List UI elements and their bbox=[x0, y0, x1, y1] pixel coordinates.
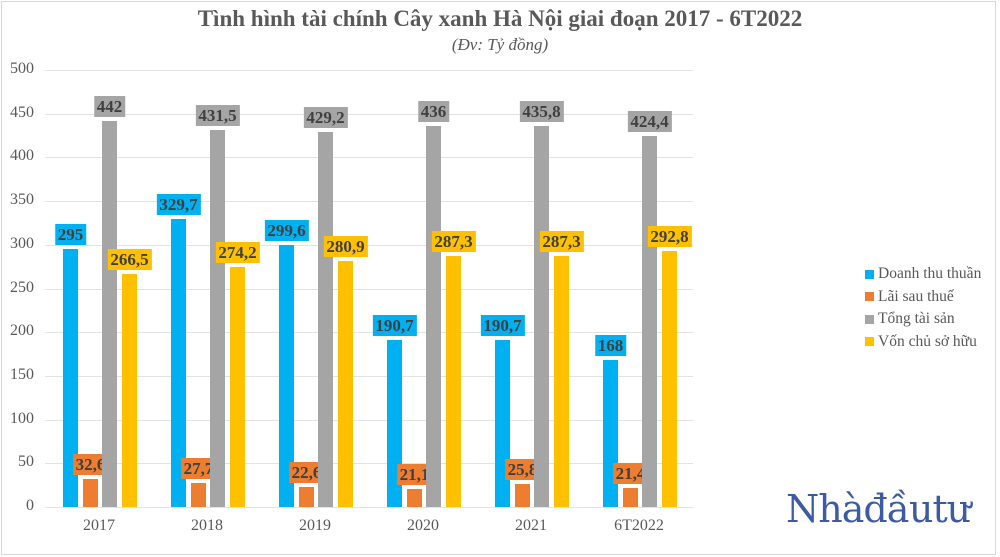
data-label: 22,6 bbox=[288, 462, 325, 484]
legend-swatch-icon bbox=[865, 314, 874, 324]
bar[interactable] bbox=[83, 478, 98, 507]
gridline bbox=[45, 244, 693, 246]
bar[interactable] bbox=[534, 126, 549, 507]
data-label: 292,8 bbox=[647, 226, 692, 248]
y-tick-label: 250 bbox=[10, 278, 34, 296]
y-tick-label: 450 bbox=[10, 103, 34, 121]
gridline bbox=[45, 201, 693, 203]
legend-item[interactable]: Doanh thu thuần bbox=[865, 263, 981, 286]
bar[interactable] bbox=[495, 340, 510, 507]
gridline bbox=[45, 463, 693, 465]
bar[interactable] bbox=[407, 488, 422, 507]
legend-swatch-icon bbox=[865, 269, 874, 279]
bar[interactable] bbox=[299, 487, 314, 507]
bar[interactable] bbox=[515, 484, 530, 507]
legend-label: Lãi sau thuế bbox=[878, 287, 954, 305]
data-label: 190,7 bbox=[372, 315, 417, 337]
gridline bbox=[45, 157, 693, 159]
legend-item[interactable]: Lãi sau thuế bbox=[865, 286, 981, 309]
bar[interactable] bbox=[102, 120, 117, 507]
y-tick-label: 100 bbox=[10, 409, 34, 427]
data-label: 190,7 bbox=[480, 315, 525, 337]
plot-area: 295 32,6 442 266,5 329,7 27,7 431,5 274,2 299,6 2… bbox=[45, 70, 693, 508]
bar[interactable] bbox=[662, 251, 677, 507]
bar[interactable] bbox=[426, 125, 441, 507]
data-label: 436 bbox=[417, 100, 450, 122]
bar[interactable] bbox=[603, 360, 618, 507]
legend-label: Doanh thu thuần bbox=[878, 265, 982, 283]
x-tick-label: 2020 bbox=[407, 517, 439, 534]
bar[interactable] bbox=[122, 274, 137, 507]
data-label: 287,3 bbox=[431, 230, 476, 252]
gridline bbox=[45, 375, 693, 377]
data-label: 435,8 bbox=[519, 101, 564, 123]
legend-swatch-icon bbox=[865, 337, 874, 347]
bar[interactable] bbox=[230, 267, 245, 507]
data-label: 25,8 bbox=[504, 459, 541, 481]
data-label: 32,6 bbox=[72, 453, 109, 475]
chart-subtitle: (Đv: Tỷ đồng) bbox=[451, 35, 549, 54]
x-tick-label: 2018 bbox=[191, 517, 223, 534]
bar[interactable] bbox=[554, 255, 569, 507]
data-label: 274,2 bbox=[215, 242, 260, 264]
data-label: 429,2 bbox=[303, 106, 348, 128]
bar[interactable] bbox=[446, 255, 461, 507]
legend: Doanh thu thuần Lãi sau thuế Tổng tài sản V… bbox=[865, 263, 981, 353]
data-label: 27,7 bbox=[180, 457, 217, 479]
bar[interactable] bbox=[318, 131, 333, 507]
x-tick-label: 2021 bbox=[515, 517, 547, 534]
y-tick-label: 400 bbox=[10, 147, 34, 165]
bar[interactable] bbox=[279, 245, 294, 507]
y-tick-label: 150 bbox=[10, 365, 34, 383]
chart-title: Tình hình tài chính Cây xanh Hà Nội giai… bbox=[197, 6, 803, 31]
x-tick-label: 6T2022 bbox=[614, 517, 664, 534]
bar[interactable] bbox=[623, 488, 638, 507]
data-label: 168 bbox=[594, 335, 627, 357]
y-tick-label: 0 bbox=[26, 497, 34, 514]
legend-label: Tổng tài sản bbox=[878, 310, 955, 328]
brand-logo: Nhàđầutư bbox=[786, 487, 971, 531]
data-label: 287,3 bbox=[539, 230, 584, 252]
bar[interactable] bbox=[338, 261, 353, 507]
bar[interactable] bbox=[191, 482, 206, 507]
y-tick-label: 350 bbox=[10, 191, 34, 209]
gridline bbox=[45, 507, 693, 508]
data-label: 424,4 bbox=[627, 111, 672, 133]
bar[interactable] bbox=[210, 129, 225, 507]
data-label: 21,1 bbox=[396, 463, 433, 485]
legend-swatch-icon bbox=[865, 292, 874, 302]
legend-label: Vốn chủ sở hữu bbox=[878, 332, 977, 350]
gridline bbox=[45, 113, 693, 115]
y-tick-label: 50 bbox=[18, 453, 34, 471]
gridline bbox=[45, 419, 693, 421]
data-label: 299,6 bbox=[264, 220, 309, 242]
data-label: 21,4 bbox=[612, 463, 649, 485]
legend-item[interactable]: Vốn chủ sở hữu bbox=[865, 331, 981, 354]
data-label: 280,9 bbox=[323, 236, 368, 258]
y-tick-label: 300 bbox=[10, 234, 34, 252]
bar[interactable] bbox=[171, 218, 186, 507]
data-label: 266,5 bbox=[107, 249, 152, 271]
gridline bbox=[45, 332, 693, 334]
data-label: 431,5 bbox=[195, 104, 240, 126]
data-label: 295 bbox=[54, 224, 87, 246]
x-tick-label: 2017 bbox=[83, 517, 115, 534]
data-label: 329,7 bbox=[156, 193, 201, 215]
y-tick-label: 200 bbox=[10, 322, 34, 340]
gridline bbox=[45, 288, 693, 290]
x-tick-label: 2019 bbox=[299, 517, 331, 534]
bar[interactable] bbox=[63, 249, 78, 507]
y-tick-label: 500 bbox=[10, 60, 34, 77]
legend-item[interactable]: Tổng tài sản bbox=[865, 308, 981, 331]
bar[interactable] bbox=[642, 136, 657, 507]
gridline bbox=[45, 70, 693, 71]
data-label: 442 bbox=[93, 95, 126, 117]
